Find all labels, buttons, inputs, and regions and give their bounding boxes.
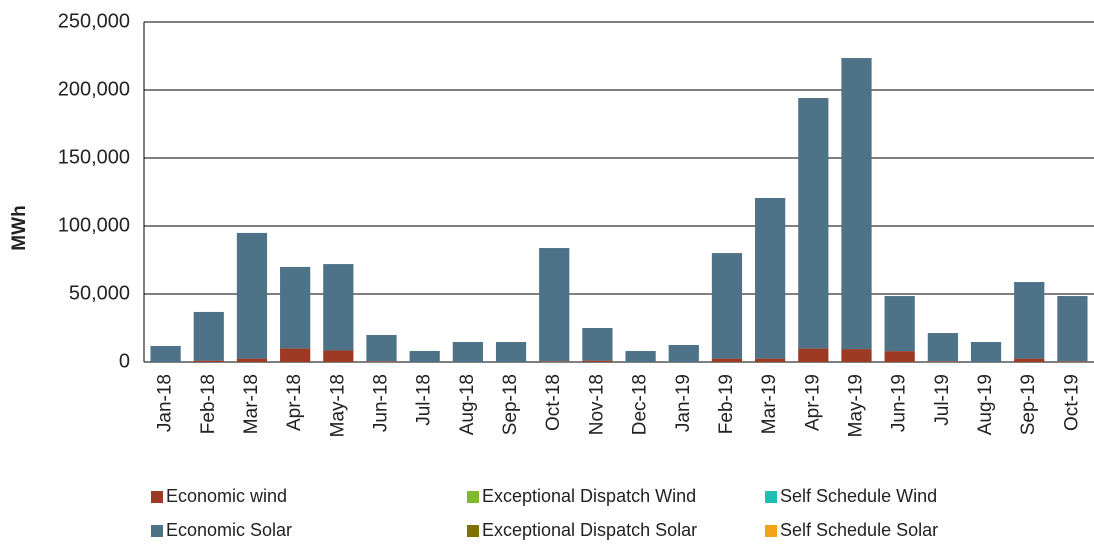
bar-segment	[1014, 358, 1045, 362]
bar-segment	[927, 333, 958, 362]
bar-segment	[798, 348, 829, 362]
bar-segment	[539, 248, 570, 362]
bar-segment	[927, 361, 958, 362]
bar-segment	[755, 358, 786, 362]
legend-swatch	[151, 491, 163, 503]
x-tick-label: Sep-19	[1018, 374, 1039, 435]
y-tick-label: 100,000	[58, 214, 130, 236]
y-tick-label: 200,000	[58, 78, 130, 100]
bar-segment	[711, 253, 743, 359]
bar-segment	[409, 350, 440, 362]
x-tick-label: Oct-19	[1061, 374, 1082, 431]
bar-segment	[582, 360, 613, 362]
bar-segment	[280, 266, 311, 349]
bar-segment	[452, 342, 483, 362]
x-tick-label: Oct-18	[543, 374, 564, 431]
bar-segment	[323, 264, 354, 351]
bar-segment	[495, 342, 527, 362]
y-tick-label: 150,000	[58, 146, 130, 168]
bar-segment	[323, 350, 354, 362]
x-tick-label: Mar-18	[241, 374, 262, 434]
bar-segment	[1014, 282, 1045, 359]
x-tick-label: Jun-18	[371, 374, 392, 432]
bar-segment	[970, 342, 1002, 362]
x-tick-label: Aug-19	[975, 374, 996, 435]
legend-swatch	[467, 525, 479, 537]
bar-segment	[236, 232, 268, 359]
x-tick-label: Apr-18	[284, 374, 305, 431]
x-tick-label: Mar-19	[759, 374, 780, 434]
bar-segment	[193, 311, 224, 361]
y-axis-label: MWh	[9, 205, 30, 250]
bar-segment	[280, 348, 311, 362]
bar-segment	[884, 296, 915, 352]
bar-segment	[1057, 361, 1088, 362]
y-tick-label: 250,000	[58, 10, 130, 32]
legend-label: Economic wind	[166, 486, 287, 506]
x-tick-label: Jul-19	[932, 374, 953, 426]
x-tick-label: Feb-18	[198, 374, 219, 434]
legend-label: Self Schedule Solar	[780, 520, 938, 540]
bar-segment	[582, 328, 613, 361]
legend-label: Self Schedule Wind	[780, 486, 937, 506]
x-tick-label: May-18	[327, 374, 348, 437]
bar-segment	[366, 361, 397, 362]
y-tick-label: 0	[119, 350, 130, 372]
x-tick-label: Dec-18	[630, 374, 651, 435]
bar-segment	[884, 351, 915, 362]
bar-segment	[236, 358, 268, 362]
bar-segment	[755, 197, 786, 359]
bar-segment	[366, 334, 397, 362]
x-tick-label: Jun-19	[889, 374, 910, 432]
bar-segment	[150, 345, 181, 362]
bar-segment	[625, 350, 656, 362]
legend-label: Exceptional Dispatch Wind	[482, 486, 696, 506]
bar-segment	[711, 358, 743, 362]
bar-segment	[841, 349, 872, 362]
x-tick-label: Nov-18	[586, 374, 607, 435]
bar-segment	[539, 361, 570, 362]
legend-swatch	[765, 491, 777, 503]
x-tick-label: Feb-19	[716, 374, 737, 434]
bar-segment	[1057, 296, 1088, 362]
legend-swatch	[765, 525, 777, 537]
x-tick-label: Sep-18	[500, 374, 521, 435]
bar-segment	[193, 360, 224, 362]
x-tick-label: Jan-18	[155, 374, 176, 432]
bar-segment	[798, 98, 829, 349]
legend-label: Exceptional Dispatch Solar	[482, 520, 697, 540]
bar-segment	[841, 58, 872, 350]
bar-segment	[668, 345, 699, 362]
x-tick-label: Apr-19	[802, 374, 823, 431]
legend-swatch	[467, 491, 479, 503]
x-tick-label: Jan-19	[673, 374, 694, 432]
x-tick-label: Jul-18	[414, 374, 435, 426]
x-tick-label: Aug-18	[457, 374, 478, 435]
legend-label: Economic Solar	[166, 520, 292, 540]
legend-swatch	[151, 525, 163, 537]
y-tick-label: 50,000	[69, 282, 130, 304]
x-tick-label: May-19	[846, 374, 867, 437]
